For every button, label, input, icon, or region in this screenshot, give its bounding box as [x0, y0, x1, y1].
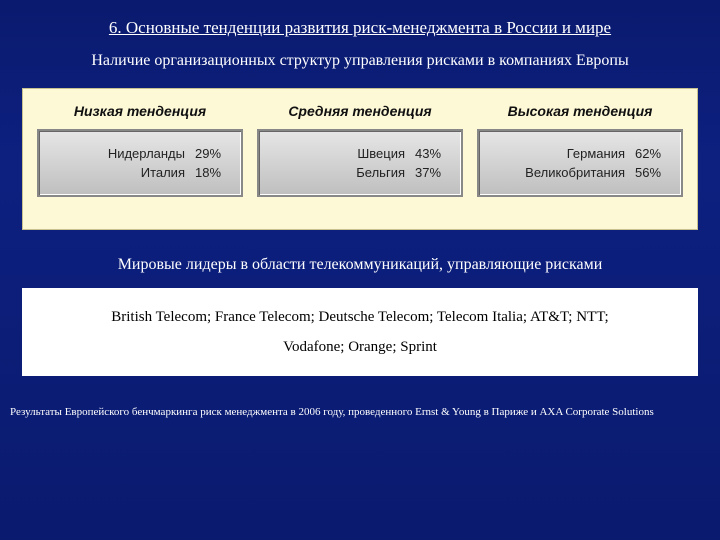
country-label: Нидерланды — [49, 146, 195, 161]
column-header: Низкая тенденция — [37, 103, 243, 119]
country-label: Великобритания — [489, 165, 635, 180]
country-box: Швеция 43% Бельгия 37% — [257, 129, 463, 197]
country-value: 43% — [415, 146, 451, 161]
country-row: Швеция 43% — [269, 146, 451, 161]
country-box: Германия 62% Великобритания 56% — [477, 129, 683, 197]
leaders-box: British Telecom; France Telecom; Deutsch… — [22, 288, 698, 376]
country-value: 29% — [195, 146, 231, 161]
country-row: Бельгия 37% — [269, 165, 451, 180]
country-value: 56% — [635, 165, 671, 180]
tendency-column-mid: Средняя тенденция Швеция 43% Бельгия 37% — [257, 103, 463, 197]
country-value: 37% — [415, 165, 451, 180]
column-header: Высокая тенденция — [477, 103, 683, 119]
country-label: Германия — [489, 146, 635, 161]
country-value: 62% — [635, 146, 671, 161]
slide-subtitle: Наличие организационных структур управле… — [0, 46, 720, 82]
column-header: Средняя тенденция — [257, 103, 463, 119]
country-row: Германия 62% — [489, 146, 671, 161]
footnote: Результаты Европейского бенчмаркинга рис… — [0, 380, 720, 418]
tendency-infographic: Низкая тенденция Нидерланды 29% Италия 1… — [22, 88, 698, 230]
country-label: Бельгия — [269, 165, 415, 180]
leaders-line: Vodafone; Orange; Sprint — [40, 332, 680, 362]
country-label: Швеция — [269, 146, 415, 161]
tendency-column-high: Высокая тенденция Германия 62% Великобри… — [477, 103, 683, 197]
country-label: Италия — [49, 165, 195, 180]
country-row: Нидерланды 29% — [49, 146, 231, 161]
country-value: 18% — [195, 165, 231, 180]
leaders-title: Мировые лидеры в области телекоммуникаци… — [0, 236, 720, 284]
tendency-column-low: Низкая тенденция Нидерланды 29% Италия 1… — [37, 103, 243, 197]
country-box: Нидерланды 29% Италия 18% — [37, 129, 243, 197]
leaders-line: British Telecom; France Telecom; Deutsch… — [40, 302, 680, 332]
country-row: Италия 18% — [49, 165, 231, 180]
country-row: Великобритания 56% — [489, 165, 671, 180]
slide-title: 6. Основные тенденции развития риск-мене… — [0, 0, 720, 46]
